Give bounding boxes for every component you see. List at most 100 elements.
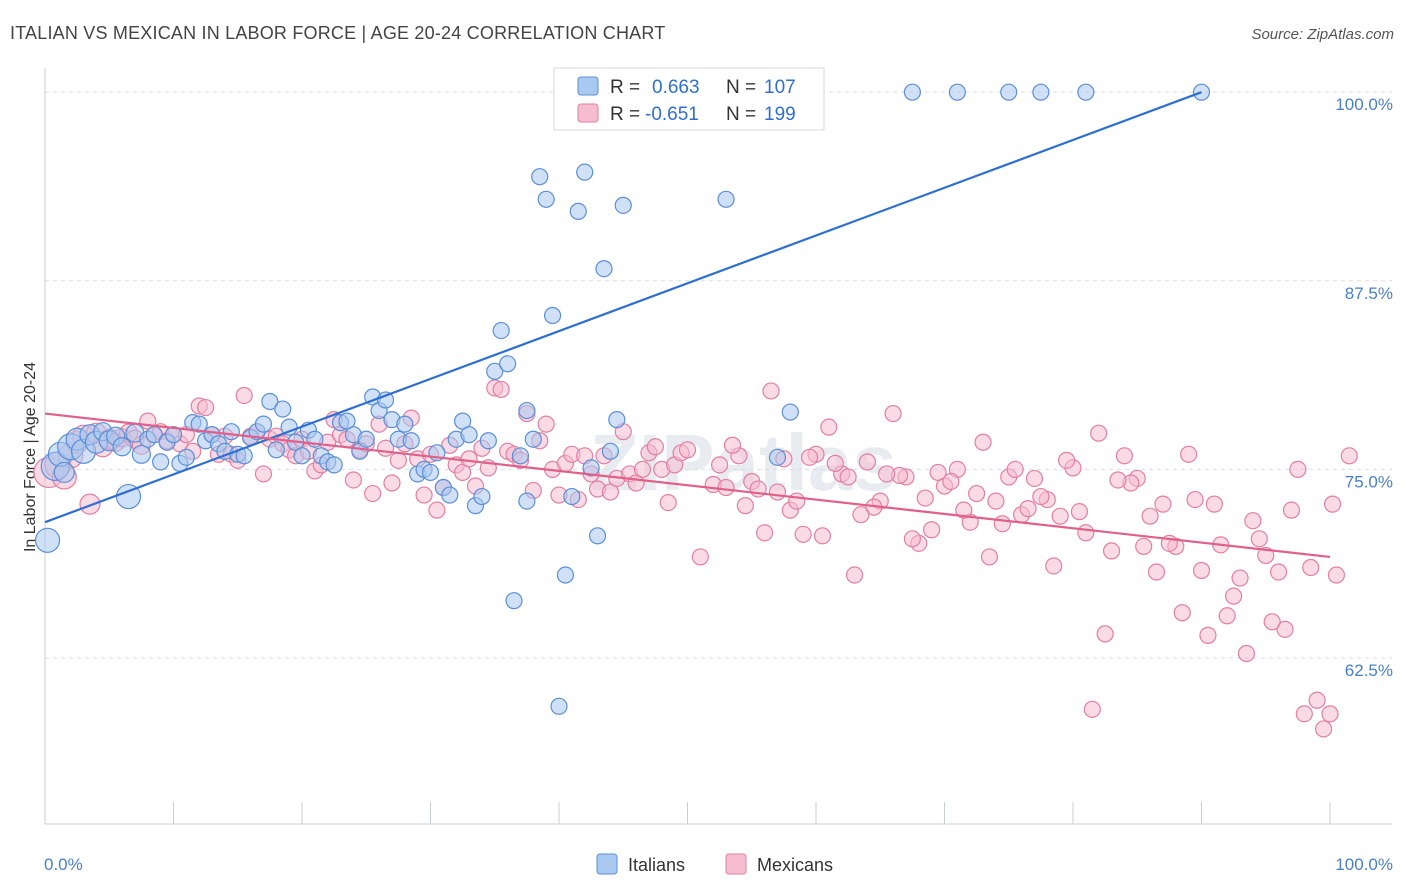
italians-point: [543, 306, 562, 325]
italians-point: [34, 527, 61, 553]
legend-n-label-italians: N =: [726, 77, 756, 98]
mexicans-point: [858, 453, 877, 471]
italians-point: [460, 426, 478, 444]
mexicans-point: [993, 515, 1011, 533]
mexicans-point: [1199, 626, 1217, 644]
italians-point: [531, 168, 549, 186]
mexicans-point: [1257, 546, 1275, 565]
mexicans-point: [1102, 542, 1121, 560]
italians-point: [717, 190, 735, 208]
mexicans-point: [1135, 537, 1153, 555]
italians-point: [164, 426, 183, 444]
italians-trendline: [44, 91, 1202, 524]
mexicans-point: [537, 415, 555, 433]
x-tick-label: 0.0%: [44, 855, 83, 874]
italians-point: [524, 430, 542, 448]
mexicans-point: [1186, 490, 1204, 509]
mexicans-point: [755, 524, 774, 542]
mexicans-trendline: [44, 412, 1331, 559]
italians-point: [53, 461, 75, 484]
bottom-legend-label-mexicans: Mexicans: [757, 855, 833, 875]
mexicans-point: [839, 468, 857, 486]
italians-point: [177, 448, 195, 466]
mexicans-point: [1321, 705, 1339, 723]
y-tick-label: 62.5%: [1345, 661, 1393, 680]
mexicans-point: [1083, 700, 1101, 718]
italians-point: [518, 401, 536, 420]
mexicans-point: [736, 497, 754, 515]
legend-swatch-mexicans: [577, 103, 599, 123]
y-tick-label: 87.5%: [1345, 284, 1393, 303]
y-axis-label: In Labor Force | Age 20-24: [22, 362, 39, 552]
chart-title: ITALIAN VS MEXICAN IN LABOR FORCE | AGE …: [10, 23, 665, 43]
italians-point: [421, 463, 440, 482]
y-tick-label: 75.0%: [1345, 472, 1393, 491]
mexicans-point: [646, 438, 664, 456]
italians-point: [1000, 83, 1018, 101]
mexicans-point: [1308, 691, 1326, 709]
axes: [44, 68, 1392, 825]
italians-point: [903, 83, 921, 101]
mexicans-point: [1269, 563, 1288, 581]
italians-point: [576, 163, 594, 181]
mexicans-point: [678, 441, 697, 459]
mexicans-point: [987, 492, 1005, 510]
mexicans-point: [826, 454, 844, 472]
mexicans-point: [1006, 460, 1024, 479]
y-tick-label: 100.0%: [1335, 95, 1393, 114]
italians-point: [267, 441, 285, 459]
italians-point: [601, 442, 620, 460]
italians-point: [254, 415, 273, 433]
mexicans-point: [1180, 445, 1198, 463]
legend-n-value-italians: 107: [764, 77, 796, 98]
mexicans-point: [1057, 451, 1076, 469]
italians-point: [511, 447, 530, 465]
trendlines: [44, 91, 1331, 559]
italians-point: [280, 418, 298, 436]
italians-point: [1077, 83, 1095, 101]
mexicans-point: [1025, 469, 1044, 488]
mexicans-point: [1051, 507, 1069, 525]
chart-source: Source: ZipAtlas.com: [1251, 26, 1394, 43]
mexicans-point: [942, 472, 960, 491]
mexicans-point: [364, 484, 382, 503]
mexicans-point: [717, 478, 735, 497]
italians-point: [768, 448, 787, 466]
mexicans-point: [1019, 500, 1037, 518]
italians-points: [34, 83, 1211, 715]
mexicans-point: [788, 492, 806, 510]
italians-point: [499, 355, 517, 373]
mexicans-point: [1231, 569, 1249, 587]
x-tick-label: 100.0%: [1335, 855, 1393, 874]
mexicans-point: [1237, 644, 1256, 663]
italians-point: [588, 527, 607, 545]
mexicans-point: [1154, 495, 1172, 513]
mexicans-point: [916, 489, 934, 507]
mexicans-point: [1314, 720, 1333, 738]
mexicans-point: [845, 566, 864, 584]
mexicans-point: [1090, 424, 1108, 442]
mexicans-point: [711, 456, 729, 474]
mexicans-point: [428, 501, 446, 519]
italians-point: [402, 432, 420, 450]
mexicans-point: [659, 494, 677, 512]
bottom-legend-label-italians: Italians: [628, 855, 685, 875]
mexicans-point: [968, 484, 986, 503]
mexicans-point: [768, 483, 787, 501]
mexicans-point: [980, 548, 999, 566]
mexicans-point: [794, 525, 812, 543]
mexicans-point: [492, 380, 510, 399]
mexicans-point: [852, 506, 870, 524]
mexicans-point: [460, 450, 478, 468]
italians-point: [948, 83, 966, 101]
mexicans-point: [955, 501, 973, 519]
mexicans-point: [1327, 566, 1346, 584]
mexicans-point: [1218, 607, 1236, 625]
mexicans-point: [1070, 503, 1089, 521]
legend-n-value-mexicans: 199: [764, 104, 796, 125]
italians-point: [274, 400, 292, 418]
italians-point: [479, 432, 497, 450]
y-tick-labels: 62.5% 75.0% 87.5% 100.0%: [1335, 95, 1393, 680]
mexicans-point: [762, 382, 780, 400]
italians-point: [537, 190, 555, 208]
